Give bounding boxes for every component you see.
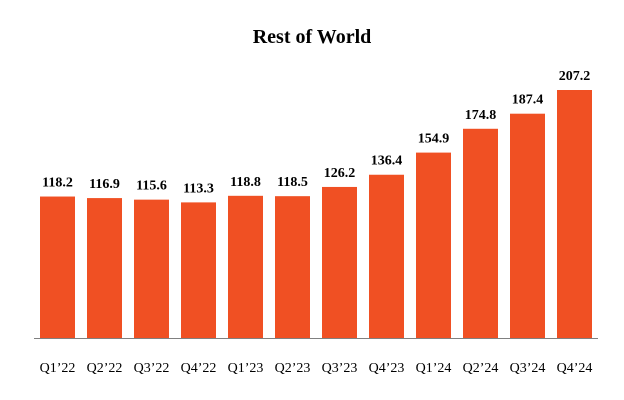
x-tick-label-3: Q3’22 xyxy=(134,361,170,376)
x-tick-label-4: Q4’22 xyxy=(181,361,217,376)
bar-2 xyxy=(87,198,122,338)
x-tick-label-2: Q2’22 xyxy=(87,361,123,376)
bar-11 xyxy=(510,113,545,338)
value-label-2: 116.9 xyxy=(89,177,120,192)
bar-5 xyxy=(228,195,263,338)
value-label-1: 118.2 xyxy=(42,176,73,191)
value-label-10: 174.8 xyxy=(465,108,497,123)
value-label-4: 113.3 xyxy=(183,181,214,196)
value-label-11: 187.4 xyxy=(512,93,544,108)
value-label-7: 126.2 xyxy=(324,166,356,181)
x-tick-label-10: Q2’24 xyxy=(463,361,499,376)
x-tick-label-8: Q4’23 xyxy=(369,361,405,376)
x-tick-label-7: Q3’23 xyxy=(322,361,358,376)
value-label-3: 115.6 xyxy=(136,179,167,194)
bar-1 xyxy=(40,196,75,338)
x-tick-label-11: Q3’24 xyxy=(510,361,546,376)
x-tick-label-12: Q4’24 xyxy=(557,361,593,376)
value-label-8: 136.4 xyxy=(371,154,403,169)
x-tick-label-9: Q1’24 xyxy=(416,361,452,376)
value-label-9: 154.9 xyxy=(418,132,450,147)
bar-6 xyxy=(275,196,310,338)
x-tick-label-1: Q1’22 xyxy=(40,361,76,376)
x-tick-label-6: Q2’23 xyxy=(275,361,311,376)
value-label-6: 118.5 xyxy=(277,175,308,190)
bar-10 xyxy=(463,128,498,338)
x-tick-label-5: Q1’23 xyxy=(228,361,264,376)
chart-title: Rest of World xyxy=(252,26,372,48)
bar-12 xyxy=(557,90,592,338)
bar-7 xyxy=(322,186,357,338)
bar-9 xyxy=(416,152,451,338)
value-label-12: 207.2 xyxy=(559,69,591,84)
bar-4 xyxy=(181,202,216,338)
bar-3 xyxy=(134,199,169,338)
value-label-5: 118.8 xyxy=(230,175,261,190)
bar-8 xyxy=(369,174,404,338)
